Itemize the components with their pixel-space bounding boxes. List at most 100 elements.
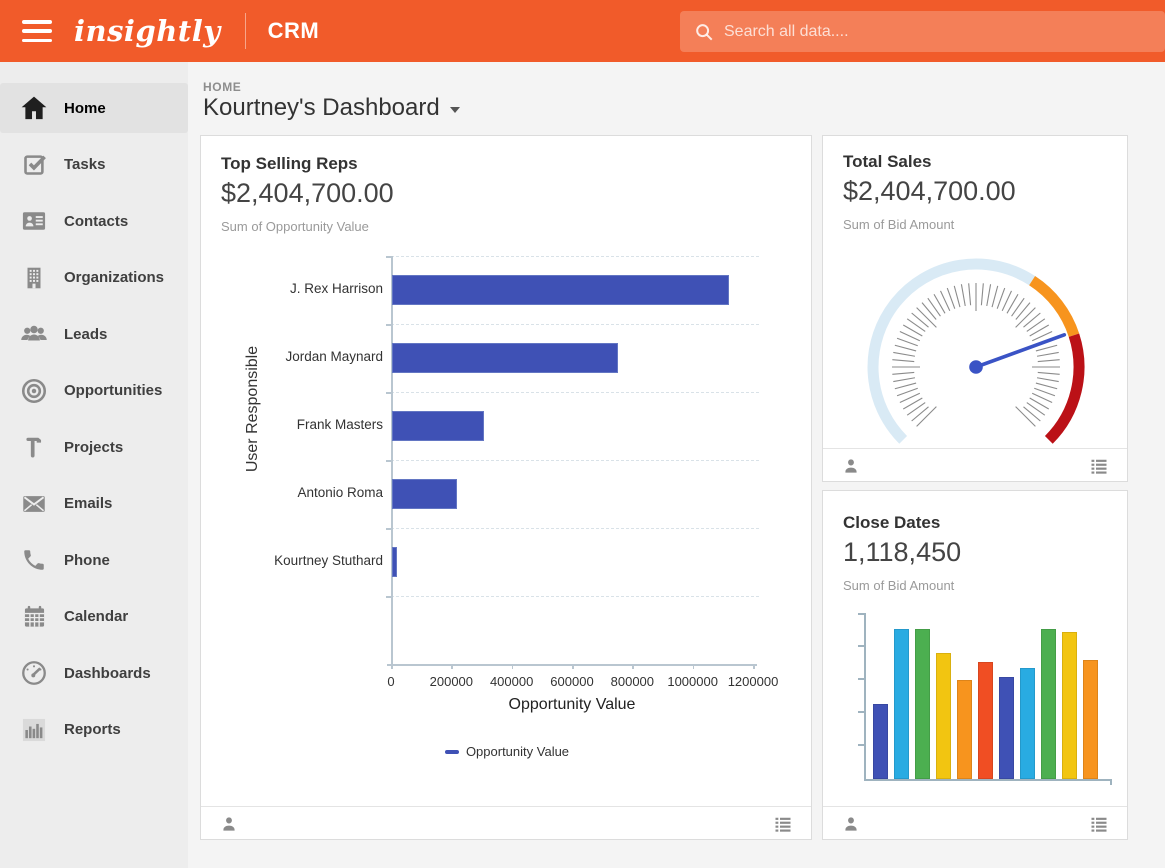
gauge-tick: [1029, 397, 1050, 410]
projects-icon: [17, 430, 51, 464]
close-dates-bar[interactable]: [915, 629, 930, 779]
sidebar-item-opportunities[interactable]: Opportunities: [0, 366, 188, 416]
close-dates-bar[interactable]: [1083, 660, 1098, 779]
card-amount: 1,118,450: [843, 537, 962, 567]
search-bar[interactable]: [680, 11, 1165, 52]
tasks-icon: [17, 148, 51, 182]
organizations-icon: [17, 261, 51, 295]
close-dates-bar[interactable]: [978, 662, 993, 779]
bar-frank-masters[interactable]: [392, 411, 484, 441]
y-axis-tick: [858, 744, 864, 746]
card-amount: $2,404,700.00: [843, 176, 1016, 206]
gauge-tick: [906, 402, 926, 416]
sidebar-item-contacts[interactable]: Contacts: [0, 196, 188, 246]
list-icon[interactable]: [1089, 814, 1109, 834]
gauge-tick: [894, 382, 917, 390]
gauge-tick: [946, 287, 956, 309]
category-label: Jordan Maynard: [285, 349, 383, 364]
x-axis-tick: [511, 664, 514, 669]
breadcrumb: HOME: [203, 80, 242, 94]
close-dates-bar[interactable]: [894, 629, 909, 779]
category-label: J. Rex Harrison: [289, 281, 383, 296]
bar-antonio-roma[interactable]: [392, 479, 457, 509]
y-axis-tick: [386, 256, 391, 258]
person-icon[interactable]: [841, 814, 861, 834]
gauge-tick: [960, 284, 966, 307]
card-footer: [823, 806, 1127, 839]
gauge-tick: [1001, 290, 1012, 312]
card-footer: [823, 448, 1127, 481]
dashboards-icon: [17, 656, 51, 690]
close-dates-bar[interactable]: [1062, 632, 1077, 779]
gridline: [391, 528, 759, 529]
total-sales-gauge-chart: [860, 248, 1092, 444]
category-label: Kourtney Stuthard: [274, 553, 383, 568]
sidebar-item-reports[interactable]: Reports: [0, 705, 188, 755]
sidebar-item-label: Emails: [64, 495, 113, 512]
close-dates-bar[interactable]: [936, 653, 951, 779]
y-axis-tick: [858, 711, 864, 713]
gauge-tick: [1011, 297, 1025, 317]
close-dates-bar[interactable]: [1020, 668, 1035, 779]
hamburger-icon[interactable]: [22, 20, 52, 42]
sidebar-item-projects[interactable]: Projects: [0, 422, 188, 472]
gridline: [391, 596, 759, 597]
gauge-tick: [1037, 359, 1060, 363]
sidebar-item-leads[interactable]: Leads: [0, 309, 188, 359]
bar-jordan-maynard[interactable]: [392, 343, 618, 373]
bar-j-rex-harrison[interactable]: [392, 275, 729, 305]
y-axis-end-tick: [858, 613, 864, 615]
person-icon[interactable]: [219, 814, 239, 834]
y-axis-line: [391, 256, 393, 664]
gauge-tick: [1006, 293, 1019, 314]
chevron-down-icon[interactable]: [449, 107, 460, 113]
gauge-tick: [968, 283, 972, 306]
sidebar-item-phone[interactable]: Phone: [0, 535, 188, 585]
gauge-tick: [1023, 312, 1041, 328]
gauge-tick: [911, 406, 929, 422]
gauge-tick: [1015, 302, 1031, 320]
gridline: [391, 256, 759, 257]
person-icon[interactable]: [841, 456, 861, 476]
sidebar-item-home[interactable]: Home: [0, 83, 188, 133]
calendar-icon: [17, 600, 51, 634]
sidebar-item-dashboards[interactable]: Dashboards: [0, 648, 188, 698]
y-axis-line: [864, 613, 866, 779]
gauge-tick: [1015, 406, 1036, 427]
close-dates-bar[interactable]: [1041, 629, 1056, 779]
gauge-tick: [1035, 382, 1058, 390]
close-dates-bar[interactable]: [999, 677, 1014, 779]
y-axis-tick: [386, 392, 391, 394]
sidebar-item-label: Home: [64, 99, 106, 117]
sidebar-item-organizations[interactable]: Organizations: [0, 253, 188, 303]
list-icon[interactable]: [773, 814, 793, 834]
gridline: [391, 324, 759, 325]
sidebar-item-emails[interactable]: Emails: [0, 479, 188, 529]
x-axis-title: Opportunity Value: [508, 696, 636, 713]
gauge-tick: [916, 406, 937, 427]
list-icon[interactable]: [1089, 456, 1109, 476]
close-dates-bar[interactable]: [957, 680, 972, 779]
gauge-tick: [893, 351, 916, 357]
gauge-svg: [867, 258, 1085, 444]
card-subtitle: Sum of Bid Amount: [843, 217, 955, 232]
sidebar-item-tasks[interactable]: Tasks: [0, 140, 188, 190]
gauge-tick: [896, 387, 918, 397]
search-input[interactable]: [724, 22, 1104, 41]
gauge-tick: [1037, 371, 1060, 375]
gauge-tick: [1026, 402, 1046, 416]
close-dates-bar[interactable]: [873, 704, 888, 779]
sidebar-item-label: Calendar: [64, 608, 129, 625]
gauge-tick: [1026, 318, 1046, 332]
emails-icon: [17, 487, 51, 521]
y-axis-tick: [858, 645, 864, 647]
sidebar-item-calendar[interactable]: Calendar: [0, 592, 188, 642]
opportunities-icon: [17, 374, 51, 408]
x-axis-tick: [632, 664, 634, 669]
bar-kourtney-stuthard[interactable]: [392, 547, 397, 577]
gauge-tick: [1036, 377, 1059, 383]
card-footer: [201, 806, 811, 839]
reports-icon: [17, 713, 51, 747]
gauge-tick: [927, 297, 941, 317]
x-tick-label: 800000: [610, 674, 655, 689]
